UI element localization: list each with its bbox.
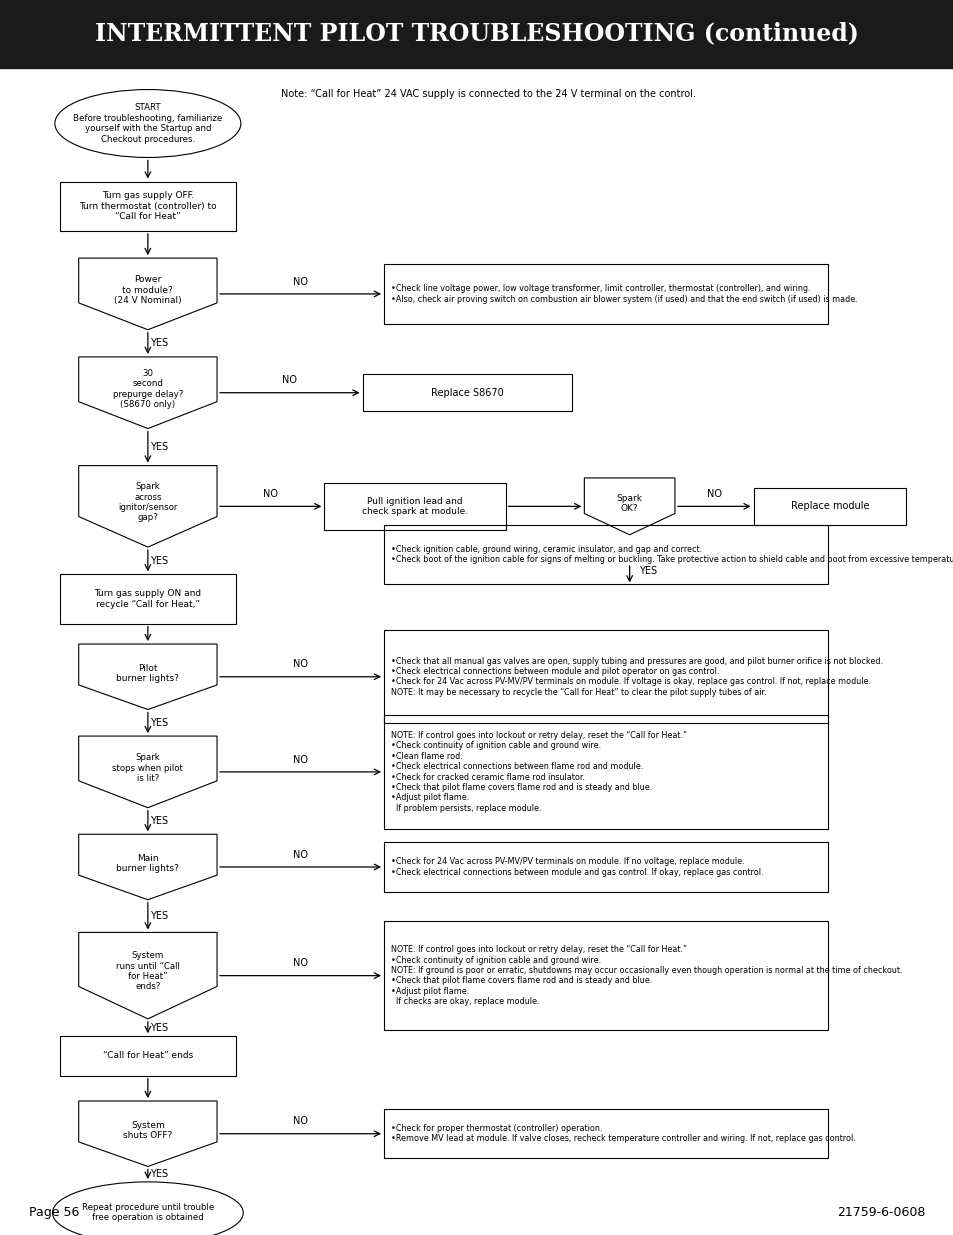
Text: Power
to module?
(24 V Nominal): Power to module? (24 V Nominal) [114,275,181,305]
Text: YES: YES [151,338,168,348]
Text: Pilot
burner lights?: Pilot burner lights? [116,663,179,683]
Text: YES: YES [151,1170,168,1179]
Text: Replace S8670: Replace S8670 [431,388,503,398]
Text: Spark
stops when pilot
is lit?: Spark stops when pilot is lit? [112,753,183,783]
Text: 21759-6-0608: 21759-6-0608 [836,1207,924,1219]
Text: NO: NO [293,659,308,669]
Text: •Check that all manual gas valves are open, supply tubing and pressures are good: •Check that all manual gas valves are op… [391,657,882,697]
Text: “Call for Heat” ends: “Call for Heat” ends [103,1051,193,1061]
Text: NOTE: If control goes into lockout or retry delay, reset the “Call for Heat.”
•C: NOTE: If control goes into lockout or re… [391,731,686,813]
Bar [59,574,236,624]
Bar [753,488,905,525]
Text: NO: NO [293,958,308,968]
Text: NO: NO [706,489,721,499]
Text: System
shuts OFF?: System shuts OFF? [123,1120,172,1140]
Text: START
Before troubleshooting, familiarize
yourself with the Startup and
Checkout: START Before troubleshooting, familiariz… [73,104,222,143]
Text: YES: YES [151,911,168,921]
Text: YES: YES [151,556,168,566]
Text: Main
burner lights?: Main burner lights? [116,853,179,873]
Bar [383,842,826,892]
Text: •Check for 24 Vac across PV-MV/PV terminals on module. If no voltage, replace mo: •Check for 24 Vac across PV-MV/PV termin… [391,857,762,877]
Text: Pull ignition lead and
check spark at module.: Pull ignition lead and check spark at mo… [361,496,468,516]
Text: 30
second
prepurge delay?
(S8670 only): 30 second prepurge delay? (S8670 only) [112,369,183,409]
Text: NO: NO [293,277,308,287]
Text: Repeat procedure until trouble
free operation is obtained: Repeat procedure until trouble free oper… [82,1203,213,1223]
Text: Replace module: Replace module [790,501,868,511]
Text: •Check for proper thermostat (controller) operation.
•Remove MV lead at module. : •Check for proper thermostat (controller… [391,1124,855,1144]
Text: Spark
OK?: Spark OK? [616,494,642,514]
Text: INTERMITTENT PILOT TROUBLESHOOTING (continued): INTERMITTENT PILOT TROUBLESHOOTING (cont… [95,21,858,44]
Text: •Check line voltage power, low voltage transformer, limit controller, thermostat: •Check line voltage power, low voltage t… [391,284,857,304]
Bar [383,264,826,324]
Bar [383,921,826,1030]
Text: YES: YES [639,566,657,576]
Bar [383,525,826,584]
Text: NO: NO [293,1116,308,1126]
Bar [324,483,505,530]
Text: NO: NO [282,375,297,385]
Text: YES: YES [151,442,168,452]
Text: NO: NO [293,755,308,764]
Text: YES: YES [151,718,168,727]
Text: Turn gas supply ON and
recycle “Call for Heat,”: Turn gas supply ON and recycle “Call for… [94,589,201,609]
Bar [59,1036,236,1076]
Text: NO: NO [263,489,278,499]
Bar [362,374,572,411]
Bar [0,0,953,68]
Text: •Check ignition cable, ground wiring, ceramic insulator, and gap and correct.
•C: •Check ignition cable, ground wiring, ce… [391,545,953,564]
Text: NO: NO [293,850,308,860]
Bar [383,715,826,829]
Text: Spark
across
ignitor/sensor
gap?: Spark across ignitor/sensor gap? [118,482,177,522]
Text: YES: YES [151,1023,168,1032]
Text: Turn gas supply OFF.
Turn thermostat (controller) to
“Call for Heat”: Turn gas supply OFF. Turn thermostat (co… [79,191,216,221]
Text: Note: “Call for Heat” 24 VAC supply is connected to the 24 V terminal on the con: Note: “Call for Heat” 24 VAC supply is c… [281,89,696,99]
Bar [383,1109,826,1158]
Bar [59,182,236,231]
Text: Page 56: Page 56 [29,1207,79,1219]
Text: YES: YES [151,816,168,826]
Text: NOTE: If control goes into lockout or retry delay, reset the “Call for Heat.”
•C: NOTE: If control goes into lockout or re… [391,945,902,1007]
Bar [383,630,826,724]
Text: System
runs until “Call
for Heat”
ends?: System runs until “Call for Heat” ends? [116,951,179,992]
